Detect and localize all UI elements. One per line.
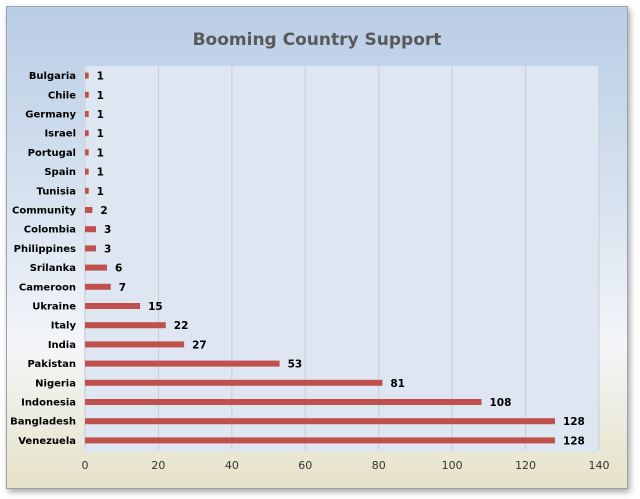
bar xyxy=(85,149,89,156)
bar xyxy=(85,399,482,405)
data-label: 15 xyxy=(148,301,163,313)
x-tick-label: 140 xyxy=(589,459,610,472)
data-label: 22 xyxy=(174,320,189,332)
category-label: Colombia xyxy=(24,225,76,236)
bar xyxy=(85,283,111,290)
data-label: 81 xyxy=(390,378,405,390)
category-label: Spain xyxy=(44,167,76,178)
data-label: 27 xyxy=(192,339,207,351)
bar xyxy=(85,130,89,137)
data-label: 1 xyxy=(97,71,104,83)
bar xyxy=(85,91,89,98)
bar xyxy=(85,360,280,367)
bar xyxy=(85,264,108,271)
category-label: Community xyxy=(12,206,76,217)
bar xyxy=(85,418,555,425)
data-label: 3 xyxy=(104,224,111,236)
data-label: 1 xyxy=(97,186,104,198)
data-label: 128 xyxy=(563,416,585,428)
data-label: 1 xyxy=(97,109,104,121)
category-label: Venezuela xyxy=(18,436,76,447)
bar xyxy=(85,379,383,386)
category-label: Tunisia xyxy=(36,186,76,197)
data-label: 53 xyxy=(288,359,303,371)
bar xyxy=(85,207,93,213)
bar xyxy=(85,341,185,348)
bar xyxy=(85,72,89,79)
x-tick-label: 0 xyxy=(82,459,89,472)
category-label: Pakistan xyxy=(28,359,77,370)
bar xyxy=(85,187,89,194)
data-label: 1 xyxy=(97,167,104,179)
chart-title: Booming Country Support xyxy=(192,30,442,50)
data-label: 3 xyxy=(104,243,111,255)
category-label: Portugal xyxy=(28,148,76,159)
category-label: Israel xyxy=(44,129,76,140)
x-tick-label: 100 xyxy=(442,459,463,472)
plot-area xyxy=(84,66,599,452)
category-label: Chile xyxy=(48,90,76,101)
category-label: Nigeria xyxy=(35,378,76,389)
data-label: 128 xyxy=(563,435,585,447)
bar xyxy=(85,245,97,252)
data-label: 2 xyxy=(100,205,107,217)
category-label: Bangladesh xyxy=(10,417,76,428)
data-label: 6 xyxy=(115,263,122,275)
category-label: Italy xyxy=(51,321,77,332)
data-label: 1 xyxy=(97,147,104,159)
x-tick-label: 60 xyxy=(298,459,312,472)
x-tick-label: 40 xyxy=(225,459,239,472)
bar xyxy=(85,226,97,233)
bar xyxy=(85,437,555,444)
x-tick-label: 80 xyxy=(372,459,386,472)
category-label: India xyxy=(48,340,76,351)
data-label: 1 xyxy=(97,90,104,102)
bar xyxy=(85,111,89,117)
x-tick-label: 20 xyxy=(151,459,165,472)
x-tick-label: 120 xyxy=(515,459,536,472)
category-label: Ukraine xyxy=(32,302,76,313)
category-label: Cameroon xyxy=(19,282,76,293)
bar xyxy=(85,168,89,175)
data-label: 1 xyxy=(97,128,104,140)
category-label: Indonesia xyxy=(21,398,76,409)
category-label: Bulgaria xyxy=(29,71,76,82)
bar xyxy=(85,303,141,309)
data-label: 7 xyxy=(119,282,126,294)
bar xyxy=(85,322,166,329)
category-label: Philippines xyxy=(14,244,76,255)
category-label: Germany xyxy=(25,110,76,121)
category-label: Srilanka xyxy=(30,263,76,274)
data-label: 108 xyxy=(490,397,512,409)
